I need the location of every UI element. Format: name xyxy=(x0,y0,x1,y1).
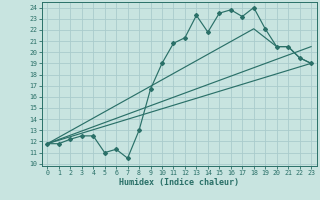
X-axis label: Humidex (Indice chaleur): Humidex (Indice chaleur) xyxy=(119,178,239,187)
